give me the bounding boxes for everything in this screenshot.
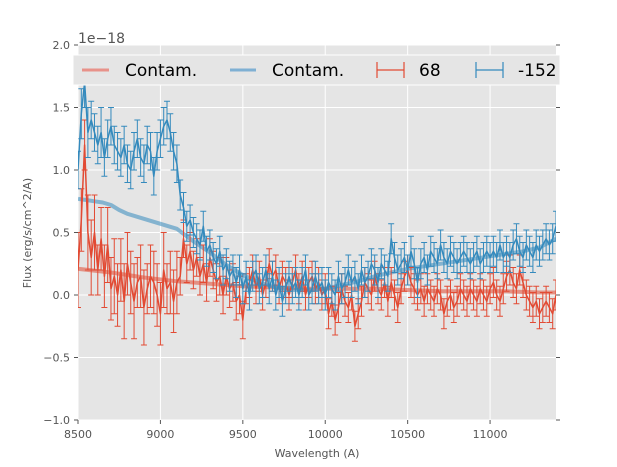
legend-entry-152: -152 [475, 61, 557, 81]
x-tick-label: 11000 [473, 428, 508, 441]
legend-label: Contam. [125, 61, 197, 81]
y-tick-label: −0.5 [43, 352, 70, 365]
x-axis: 8500 9000 9500 10000 10500 11000 [64, 420, 508, 441]
y-tick-label: 0.5 [53, 227, 71, 240]
x-tick-label: 9500 [229, 428, 257, 441]
spectrum-line [78, 81, 556, 303]
y-offset-label: 1e−18 [78, 31, 125, 47]
x-tick-label: 10000 [308, 428, 343, 441]
legend-entry-contam-152: Contam. [230, 61, 344, 81]
x-tick-label: 8500 [64, 428, 92, 441]
y-tick-label: 0.0 [53, 289, 71, 302]
errorbar-icon [475, 62, 504, 78]
legend-entry-68: 68 [376, 61, 441, 81]
contamination-line [78, 196, 556, 292]
y-axis-label: Flux (erg/s/cm^2/A) [21, 178, 34, 288]
legend-label: -152 [518, 61, 557, 81]
y-tick-label: −1.0 [43, 414, 70, 427]
errorbar-icon [376, 62, 405, 78]
legend: Contam. Contam. 68 -152 [72, 54, 561, 86]
legend-label: 68 [419, 61, 441, 81]
plot-area [78, 57, 556, 346]
y-tick-label: 1.5 [53, 102, 71, 115]
legend-entry-contam-68: Contam. [82, 61, 197, 81]
x-tick-label: 9000 [146, 428, 174, 441]
y-tick-label: 1.0 [53, 164, 71, 177]
series-layer [78, 57, 556, 346]
x-tick-label: 10500 [390, 428, 425, 441]
y-tick-label: 2.0 [53, 39, 71, 52]
spectrum-series--152 [78, 57, 556, 317]
x-axis-label: Wavelength (A) [275, 447, 360, 460]
legend-label: Contam. [272, 61, 344, 81]
y-axis: −1.0 −0.5 0.0 0.5 1.0 1.5 2.0 [43, 39, 560, 427]
spectrum-line [78, 144, 556, 328]
